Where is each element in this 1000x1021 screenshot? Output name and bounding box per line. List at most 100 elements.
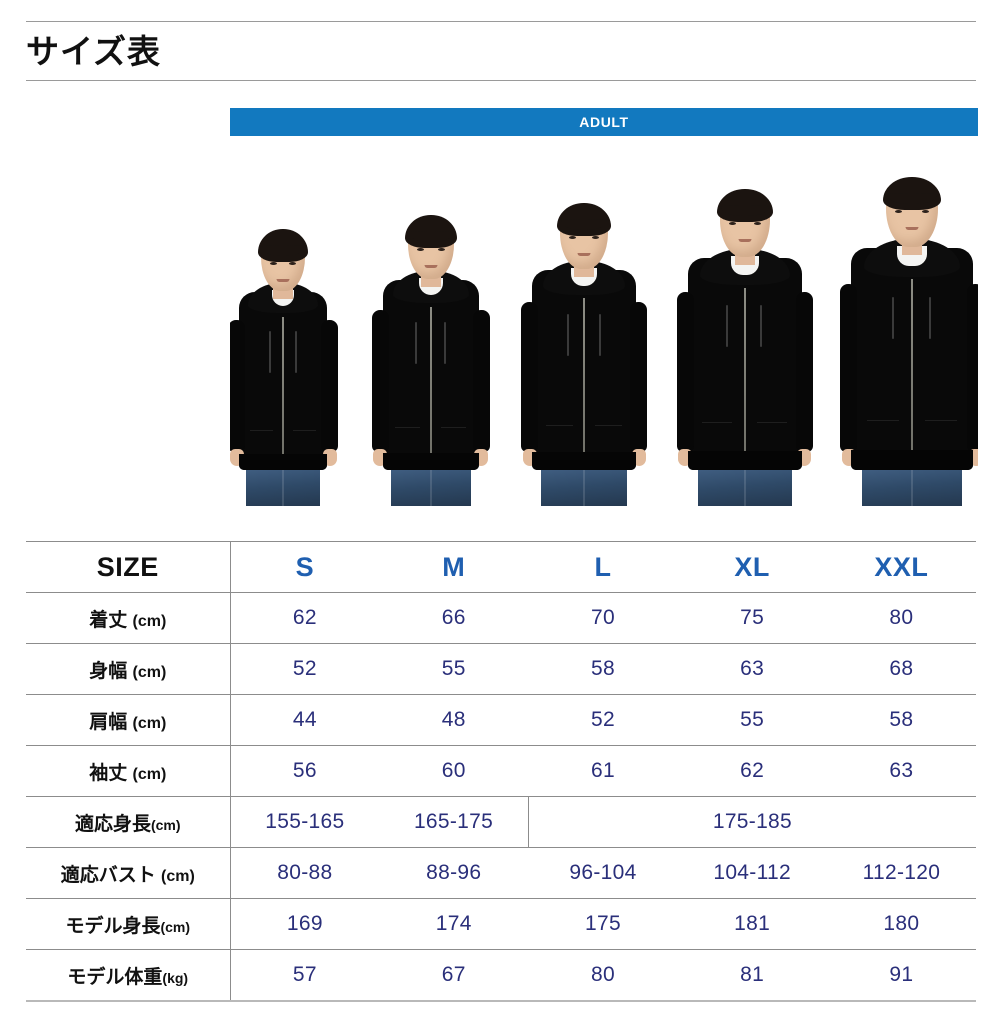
hoodie-zipper-icon bbox=[282, 316, 284, 470]
table-row-shoulder-width: 肩幅 (cm) 44 48 52 55 58 bbox=[26, 694, 976, 746]
cell-model-weight-s: 57 bbox=[230, 949, 380, 1002]
model-mouth-icon bbox=[577, 253, 591, 256]
model-eye-icon bbox=[289, 262, 296, 265]
hoodie-body-m bbox=[371, 271, 490, 470]
cell-model-weight-l: 80 bbox=[528, 949, 678, 1002]
page-header: サイズ表 bbox=[0, 21, 1000, 81]
model-photo-l bbox=[521, 203, 647, 506]
row-unit-text: (kg) bbox=[162, 969, 189, 986]
cell-model-height-s: 169 bbox=[230, 898, 380, 950]
model-eye-icon bbox=[569, 236, 576, 239]
model-eye-icon bbox=[922, 210, 929, 213]
column-header-size: SIZE bbox=[26, 541, 231, 593]
row-label-body-length: 着丈 (cm) bbox=[26, 592, 231, 644]
hoodie-drawstring-icon bbox=[892, 296, 895, 339]
hoodie-drawstring-icon bbox=[598, 314, 601, 356]
cell-sleeve-length-s: 56 bbox=[230, 745, 380, 797]
hoodie-pocket bbox=[925, 420, 958, 422]
hoodie-sleeve-right bbox=[472, 310, 490, 467]
model-hand bbox=[968, 448, 978, 466]
hoodie-body-xxl bbox=[840, 239, 978, 470]
table-row-fit-height: 適応身長(cm) 155-165 165-175 175-185 bbox=[26, 796, 976, 848]
hoodie-drawstring-icon bbox=[726, 304, 729, 347]
cell-body-width-xl: 63 bbox=[677, 643, 827, 695]
row-label-text: 適応身長 bbox=[74, 813, 151, 835]
model-jeans bbox=[246, 470, 320, 506]
row-label-text: 肩幅 bbox=[89, 711, 128, 733]
cell-body-width-l: 58 bbox=[528, 643, 678, 695]
table-row-sleeve-length: 袖丈 (cm) 56 60 61 62 63 bbox=[26, 745, 976, 797]
hoodie-pocket bbox=[595, 425, 623, 426]
hoodie-zipper-icon bbox=[429, 306, 432, 470]
row-unit-text: (cm) bbox=[132, 714, 167, 732]
model-head-icon bbox=[404, 215, 457, 279]
adult-banner: ADULT bbox=[230, 108, 978, 136]
size-table: SIZE S M L XL XXL 着丈 (cm) 62 66 70 75 80… bbox=[26, 541, 976, 1002]
cell-fit-bust-xl: 104-112 bbox=[677, 847, 827, 899]
row-label-fit-height: 適応身長(cm) bbox=[26, 796, 231, 848]
model-hair-icon bbox=[557, 203, 611, 236]
cell-body-length-s: 62 bbox=[230, 592, 380, 644]
model-mouth-icon bbox=[276, 279, 290, 282]
title-rule-bottom bbox=[26, 80, 976, 81]
hoodie-sleeve-right bbox=[630, 302, 647, 466]
cell-fit-bust-xxl: 112-120 bbox=[826, 847, 976, 899]
column-header-s: S bbox=[230, 541, 380, 593]
cell-body-length-m: 66 bbox=[379, 592, 529, 644]
cell-sleeve-length-l: 61 bbox=[528, 745, 678, 797]
column-header-m: M bbox=[379, 541, 529, 593]
cell-fit-bust-s: 80-88 bbox=[230, 847, 380, 899]
model-photo-xxl bbox=[840, 177, 978, 506]
hoodie-sleeve-right bbox=[795, 291, 813, 466]
model-eye-icon bbox=[416, 248, 424, 251]
row-label-text: 身幅 bbox=[89, 660, 128, 682]
cell-fit-height-l-xl-xxl: 175-185 bbox=[527, 796, 976, 848]
model-eye-icon bbox=[753, 222, 761, 225]
hoodie-zipper-icon bbox=[911, 279, 913, 470]
hoodie-pocket bbox=[757, 422, 787, 424]
hoodie-drawstring-icon bbox=[295, 331, 298, 374]
hoodie-sleeve-left bbox=[371, 310, 389, 467]
cell-sleeve-length-xl: 62 bbox=[677, 745, 827, 797]
cell-model-height-xxl: 180 bbox=[826, 898, 976, 950]
table-row-model-weight: モデル体重(kg) 57 67 80 81 91 bbox=[26, 949, 976, 1002]
cell-body-width-s: 52 bbox=[230, 643, 380, 695]
cell-shoulder-width-m: 48 bbox=[379, 694, 529, 746]
model-photo-xl bbox=[676, 189, 813, 506]
size-table-container: SIZE S M L XL XXL 着丈 (cm) 62 66 70 75 80… bbox=[26, 541, 976, 1002]
cell-fit-bust-m: 88-96 bbox=[379, 847, 529, 899]
row-label-text: 適応バスト bbox=[60, 864, 156, 886]
hoodie-body-xl bbox=[676, 249, 813, 470]
row-label-text: モデル身長 bbox=[65, 915, 161, 937]
hoodie-hem-band bbox=[239, 453, 327, 470]
hoodie-hem-band bbox=[687, 450, 802, 470]
row-unit-text: (cm) bbox=[150, 816, 181, 833]
cell-model-height-xl: 181 bbox=[677, 898, 827, 950]
page-title: サイズ表 bbox=[26, 33, 162, 70]
model-hair-icon bbox=[258, 229, 308, 262]
cell-body-length-l: 70 bbox=[528, 592, 678, 644]
hoodie-zipper-icon bbox=[583, 298, 585, 470]
row-label-text: 袖丈 bbox=[89, 762, 128, 784]
table-row-fit-bust: 適応バスト (cm) 80-88 88-96 96-104 104-112 11… bbox=[26, 847, 976, 899]
hoodie-sleeve-left bbox=[676, 291, 694, 466]
row-label-text: モデル体重 bbox=[67, 966, 163, 988]
cell-model-height-l: 175 bbox=[528, 898, 678, 950]
hoodie-sleeve-right bbox=[967, 283, 978, 466]
hoodie-drawstring-icon bbox=[415, 321, 418, 364]
cell-fit-bust-l: 96-104 bbox=[528, 847, 678, 899]
hoodie-hem-band bbox=[851, 450, 973, 470]
hoodie-body-l bbox=[521, 261, 647, 470]
cell-shoulder-width-l: 52 bbox=[528, 694, 678, 746]
model-hair-icon bbox=[716, 189, 773, 222]
model-eye-icon bbox=[592, 236, 599, 239]
model-jeans bbox=[541, 470, 627, 506]
hoodie-sleeve-left bbox=[840, 283, 857, 466]
row-unit-text: (cm) bbox=[132, 663, 167, 681]
hoodie-pocket bbox=[702, 422, 732, 424]
cell-shoulder-width-xxl: 58 bbox=[826, 694, 976, 746]
model-eye-icon bbox=[437, 248, 445, 251]
cell-model-weight-xl: 81 bbox=[677, 949, 827, 1002]
hoodie-pocket bbox=[441, 427, 467, 429]
hoodie-pocket bbox=[292, 429, 316, 431]
